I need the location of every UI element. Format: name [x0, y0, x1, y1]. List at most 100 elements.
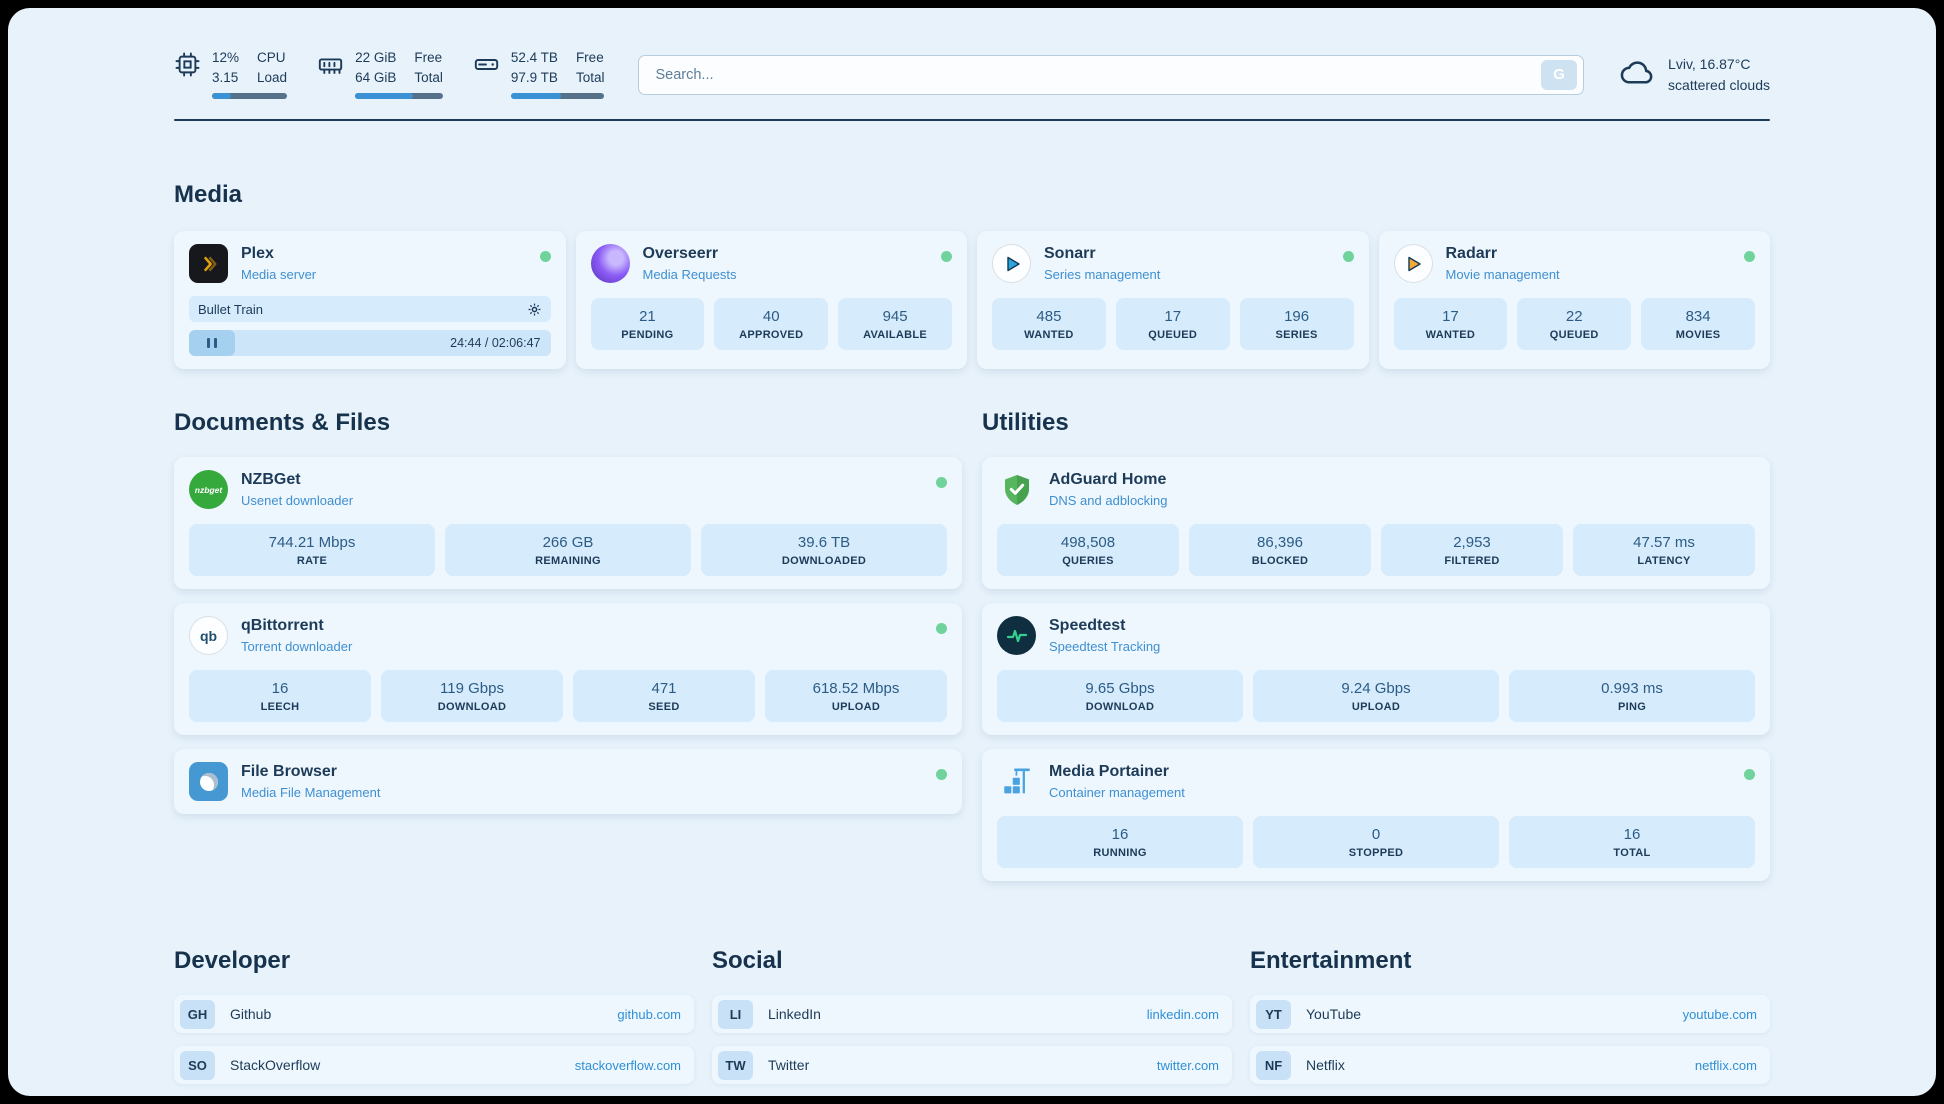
- stat-value: 9.65 Gbps: [1085, 679, 1155, 697]
- link-url[interactable]: github.com: [617, 1006, 681, 1022]
- stat-label: BLOCKED: [1251, 554, 1309, 567]
- disk-free-value: 52.4 TB: [510, 50, 558, 65]
- stat-series: 196 SERIES: [1239, 298, 1354, 350]
- status-dot: [1342, 251, 1354, 262]
- nzbget-icon: nzbget: [189, 470, 228, 509]
- app-subtitle: Container management: [1049, 785, 1185, 800]
- app-card-plex[interactable]: Plex Media server Bullet Train 24:44 / 0…: [174, 231, 566, 369]
- search-engine-button[interactable]: G: [1541, 59, 1578, 90]
- gear-icon[interactable]: [527, 302, 542, 317]
- link-group-developer: Developer GH Github github.com SO StackO…: [174, 947, 694, 1096]
- section-title-documents: Documents & Files: [174, 409, 391, 436]
- stat-label: DOWNLOADED: [781, 554, 867, 567]
- linkedin-badge: LI: [718, 999, 753, 1029]
- stat-value: 498,508: [1060, 533, 1116, 551]
- app-subtitle: Media Requests: [642, 267, 737, 282]
- link-groups: Developer GH Github github.com SO StackO…: [174, 947, 1770, 1096]
- stat-value: 2,953: [1453, 533, 1491, 551]
- link-url[interactable]: twitter.com: [1156, 1057, 1219, 1073]
- stat-wanted: 485 WANTED: [992, 298, 1106, 350]
- stat-total: 16 TOTAL: [1509, 816, 1755, 868]
- adguard-shield-icon: [997, 470, 1036, 509]
- link-row-twitter[interactable]: TW Twitter twitter.com: [712, 1046, 1232, 1084]
- link-url[interactable]: stackoverflow.com: [574, 1057, 681, 1073]
- app-card-overseerr[interactable]: Overseerr Media Requests 21 PENDING 40 A…: [575, 231, 967, 369]
- app-subtitle: Media server: [241, 267, 317, 282]
- app-card-filebrowser[interactable]: File Browser Media File Management: [174, 749, 962, 814]
- stat-label: REMAINING: [535, 554, 601, 567]
- section-title-social: Social: [712, 947, 783, 974]
- link-row-linkedin[interactable]: LI LinkedIn linkedin.com: [712, 995, 1232, 1033]
- app-name: Plex: [241, 245, 274, 262]
- status-dot: [1744, 251, 1755, 262]
- link-name: Github: [230, 1006, 272, 1022]
- sonarr-icon: [992, 244, 1031, 283]
- stat-movies: 834 MOVIES: [1641, 298, 1755, 350]
- app-card-portainer[interactable]: Media Portainer Container management 16 …: [982, 749, 1770, 881]
- stat-stopped: 0 STOPPED: [1253, 816, 1499, 868]
- stat-label: FILTERED: [1444, 554, 1500, 567]
- stat-value: 17: [1164, 307, 1182, 325]
- system-metrics: 12% 3.15 CPU Load: [174, 50, 605, 99]
- cpu-progress-fill: [212, 93, 231, 99]
- netflix-badge: NF: [1256, 1050, 1291, 1080]
- cpu-load-label: Load: [257, 70, 288, 85]
- link-row-youtube[interactable]: YT YouTube youtube.com: [1250, 995, 1770, 1033]
- now-playing-title: Bullet Train: [198, 301, 264, 317]
- stat-label: QUERIES: [1062, 554, 1114, 567]
- status-dot: [936, 623, 947, 634]
- disk-total-value: 97.9 TB: [510, 70, 558, 85]
- stat-download: 9.65 Gbps DOWNLOAD: [997, 670, 1243, 722]
- weather-widget[interactable]: Lviv, 16.87°C scattered clouds: [1618, 53, 1770, 96]
- stat-label: RUNNING: [1093, 846, 1147, 859]
- app-subtitle: Media File Management: [241, 785, 381, 800]
- app-card-sonarr[interactable]: Sonarr Series management 485 WANTED 17 Q…: [977, 231, 1369, 369]
- link-row-netflix[interactable]: NF Netflix netflix.com: [1250, 1046, 1770, 1084]
- status-dot: [936, 769, 947, 780]
- metric-disk: 52.4 TB 97.9 TB Free Total: [473, 50, 605, 99]
- dashboard-page: 12% 3.15 CPU Load: [8, 8, 1936, 1096]
- link-url[interactable]: netflix.com: [1694, 1057, 1757, 1073]
- section-title-media: Media: [174, 181, 243, 208]
- overseerr-icon: [590, 244, 630, 283]
- stat-download: 119 Gbps DOWNLOAD: [381, 670, 563, 722]
- stat-filtered: 2,953 FILTERED: [1381, 524, 1563, 576]
- app-name: NZBGet: [241, 471, 301, 488]
- stat-label: LATENCY: [1637, 554, 1691, 567]
- stat-upload: 618.52 Mbps UPLOAD: [765, 670, 947, 722]
- link-url[interactable]: linkedin.com: [1146, 1006, 1219, 1022]
- stats-row: 16 RUNNING 0 STOPPED 16 TOTAL: [997, 816, 1755, 868]
- link-row-stackoverflow[interactable]: SO StackOverflow stackoverflow.com: [174, 1046, 694, 1084]
- stat-label: MOVIES: [1675, 328, 1721, 341]
- ram-progress-fill: [355, 93, 414, 99]
- link-row-github[interactable]: GH Github github.com: [174, 995, 694, 1033]
- github-badge: GH: [180, 999, 215, 1029]
- stat-label: QUEUED: [1148, 328, 1198, 341]
- stat-label: QUEUED: [1549, 328, 1599, 341]
- stat-value: 16: [271, 679, 289, 697]
- pause-button[interactable]: [189, 330, 235, 356]
- link-group-entertainment: Entertainment YT YouTube youtube.com NF …: [1250, 947, 1770, 1096]
- app-subtitle: DNS and adblocking: [1049, 493, 1168, 508]
- twitter-badge: TW: [718, 1050, 753, 1080]
- app-card-nzbget[interactable]: nzbget NZBGet Usenet downloader 744.21 M…: [174, 457, 962, 589]
- disk-progress-bar: [510, 93, 605, 99]
- stat-value: 744.21 Mbps: [268, 533, 356, 551]
- stat-queries: 498,508 QUERIES: [997, 524, 1179, 576]
- link-url[interactable]: youtube.com: [1682, 1006, 1757, 1022]
- stat-latency: 47.57 ms LATENCY: [1573, 524, 1755, 576]
- stat-value: 266 GB: [542, 533, 594, 551]
- app-subtitle: Speedtest Tracking: [1049, 639, 1161, 654]
- section-title-entertainment: Entertainment: [1250, 947, 1412, 974]
- stats-row: 485 WANTED 17 QUEUED 196 SERIES: [992, 298, 1354, 350]
- app-card-speedtest[interactable]: Speedtest Speedtest Tracking 9.65 Gbps D…: [982, 603, 1770, 735]
- weather-location: Lviv, 16.87°C: [1668, 56, 1751, 73]
- app-card-qbittorrent[interactable]: qb qBittorrent Torrent downloader 16 LEE…: [174, 603, 962, 735]
- media-grid: Plex Media server Bullet Train 24:44 / 0…: [174, 231, 1770, 369]
- status-dot: [1744, 769, 1755, 780]
- app-card-radarr[interactable]: Radarr Movie management 17 WANTED 22 QUE…: [1378, 231, 1770, 369]
- stat-value: 9.24 Gbps: [1341, 679, 1411, 697]
- search-input[interactable]: [655, 66, 1542, 83]
- app-card-adguard[interactable]: AdGuard Home DNS and adblocking 498,508 …: [982, 457, 1770, 589]
- playback-progress-bar[interactable]: 24:44 / 02:06:47: [189, 330, 551, 356]
